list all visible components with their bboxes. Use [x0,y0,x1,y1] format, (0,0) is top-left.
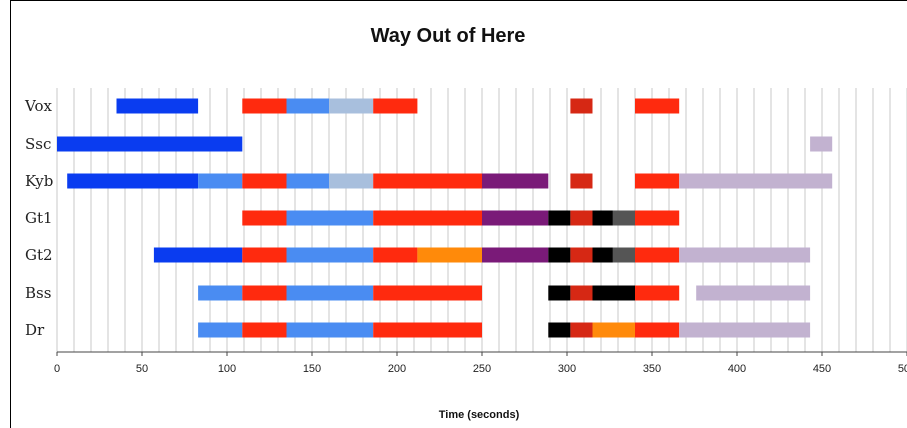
bar-segment-kyb [329,173,374,189]
bar-segment-gt1 [373,210,482,226]
category-label-dr: Dr [25,321,45,339]
chart-frame [10,0,907,428]
x-tick-label: 0 [54,363,60,375]
bar-segment-kyb [286,173,329,189]
x-tick-label: 400 [728,363,746,375]
bar-segment-kyb [242,173,287,189]
category-label-vox: Vox [24,97,52,115]
bar-segment-bss [373,285,482,301]
bars [57,98,833,338]
gridlines [56,88,907,352]
bar-segment-vox [329,98,374,114]
category-label-kyb: Kyb [25,172,53,190]
bar-segment-gt1 [635,210,680,226]
bar-segment-dr [242,322,287,338]
bar-segment-gt2 [548,247,571,263]
bar-segment-bss [548,285,571,301]
bar-segment-gt2 [153,247,243,263]
bar-segment-gt2 [592,247,613,263]
bar-segment-gt1 [548,210,571,226]
bar-segment-gt1 [592,210,613,226]
x-tick-label: 50 [136,363,148,375]
category-label-gt1: Gt1 [25,209,53,227]
bar-segment-dr [286,322,374,338]
bar-segment-kyb [373,173,482,189]
bar-segment-dr [679,322,811,338]
bar-segment-dr [548,322,571,338]
bar-segment-bss [198,285,243,301]
bar-segment-vox [242,98,287,114]
bar-segment-gt2 [679,247,811,263]
x-tick-label: 250 [473,363,491,375]
bar-segment-gt1 [570,210,593,226]
bar-segment-gt2 [482,247,549,263]
bar-segment-gt2 [570,247,593,263]
bar-segment-gt2 [373,247,418,263]
x-tick-label: 350 [643,363,661,375]
bar-segment-kyb [198,173,243,189]
bar-segment-kyb [570,173,593,189]
x-tick-label: 300 [558,363,576,375]
bar-segment-vox [286,98,329,114]
bar-segment-gt1 [286,210,374,226]
bar-segment-vox [570,98,593,114]
bar-segment-vox [116,98,199,114]
bar-segment-bss [242,285,287,301]
bar-segment-gt2 [242,247,287,263]
bar-segment-gt2 [635,247,680,263]
category-label-bss: Bss [25,284,51,302]
bar-segment-dr [198,322,243,338]
bar-segment-gt1 [242,210,287,226]
x-tick-label: 500 [898,363,907,375]
x-tick-label: 150 [303,363,321,375]
bar-segment-vox [635,98,680,114]
x-tick-label: 200 [388,363,406,375]
x-tick-label: 450 [813,363,831,375]
bar-segment-gt2 [417,247,482,263]
bar-segment-dr [570,322,593,338]
bar-segment-gt2 [612,247,635,263]
chart-title: Way Out of Here [371,25,526,47]
bar-segment-kyb [679,173,833,189]
bar-segment-ssc [810,136,833,152]
bar-segment-gt1 [482,210,549,226]
bar-segment-bss [592,285,635,301]
bar-segment-kyb [482,173,549,189]
bar-segment-ssc [57,136,243,152]
bar-segment-bss [570,285,593,301]
category-label-gt2: Gt2 [25,246,53,264]
category-labels: Vox Ssc Kyb Gt1 Gt2 Bss Dr [24,97,53,339]
x-axis-label: Time (seconds) [439,409,520,421]
bar-segment-gt2 [286,247,374,263]
category-label-ssc: Ssc [25,135,51,153]
bar-segment-vox [373,98,418,114]
bar-segment-kyb [635,173,680,189]
bar-segment-bss [635,285,680,301]
x-tick-label: 100 [218,363,236,375]
bar-segment-dr [635,322,680,338]
bar-segment-bss [286,285,374,301]
bar-segment-gt1 [612,210,635,226]
bar-segment-bss [696,285,811,301]
bar-segment-kyb [67,173,199,189]
x-axis: 0 50 100 150 200 250 300 350 400 450 500 [54,351,907,375]
bar-segment-dr [592,322,635,338]
bar-segment-dr [373,322,482,338]
